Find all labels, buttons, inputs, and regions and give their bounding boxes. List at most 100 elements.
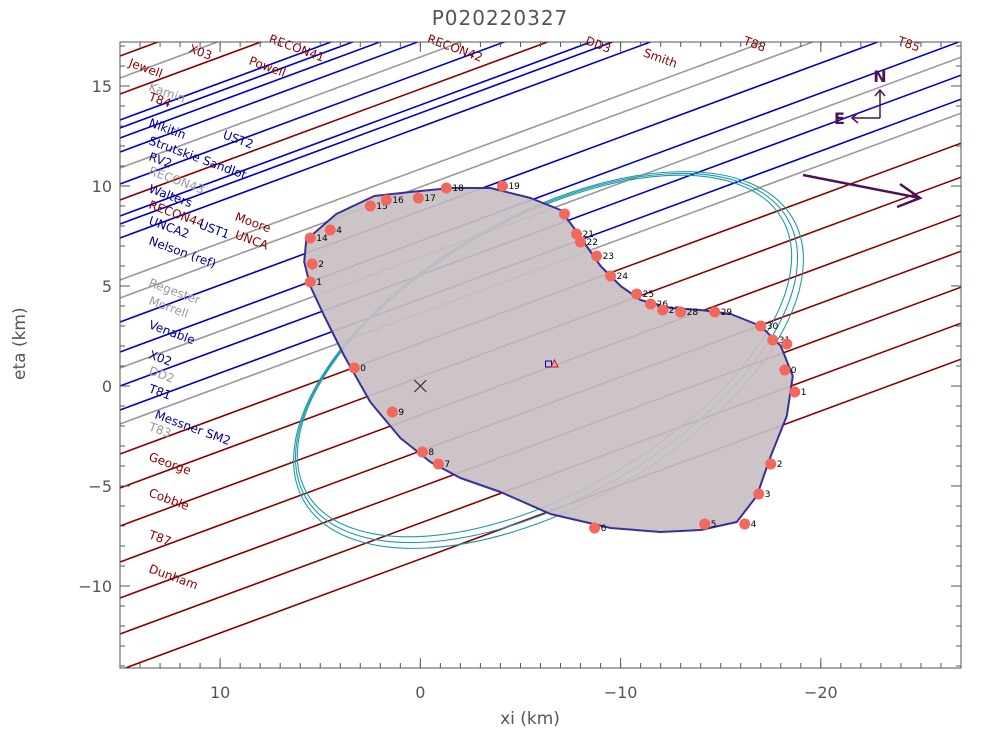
- point-label: 2: [777, 460, 783, 470]
- chord-line: [100, 0, 981, 13]
- point-label: 6: [601, 524, 607, 534]
- chord-line: [100, 0, 981, 43]
- point-label: 30: [767, 322, 779, 332]
- chord-line: [120, 42, 507, 185]
- point-label: 5: [711, 520, 717, 530]
- observer-point: [304, 276, 316, 288]
- chord-label: T85: [895, 33, 922, 54]
- y-tick-label: 5: [102, 277, 112, 296]
- observer-point: [739, 518, 751, 530]
- chord-label: T88: [741, 33, 768, 54]
- point-label: 4: [336, 226, 342, 236]
- observer-point: [304, 232, 316, 244]
- chord-label: DD3: [584, 34, 613, 56]
- y-tick-label: 0: [102, 377, 112, 396]
- chord-label: UST1: [197, 218, 231, 242]
- chord-label: RECON41: [267, 32, 326, 65]
- chord-line: [120, 42, 880, 323]
- x-tick-label: −10: [604, 683, 638, 702]
- point-label: 29: [721, 308, 733, 318]
- point-label: 0: [791, 366, 797, 376]
- chord-line: [120, 42, 420, 153]
- motion-arrow: [802, 173, 921, 200]
- observer-point: [789, 386, 801, 398]
- chord-line: [120, 42, 615, 225]
- point-label: 8: [428, 448, 434, 458]
- center-cross: [413, 379, 427, 393]
- chord-label: George: [147, 450, 193, 478]
- point-label: 17: [424, 194, 435, 204]
- point-label: 1: [316, 278, 322, 288]
- observer-point: [631, 288, 643, 300]
- observer-point: [380, 194, 392, 206]
- chord-label: Jewell: [126, 55, 164, 80]
- chord-label: Powell: [247, 54, 288, 80]
- chord-label: Smith: [642, 46, 680, 71]
- point-label: 22: [587, 238, 598, 248]
- observer-point: [675, 306, 687, 318]
- point-label: 19: [508, 182, 520, 192]
- point-label: 15: [376, 202, 387, 212]
- point-label: 3: [765, 490, 771, 500]
- north-label: N: [873, 67, 886, 86]
- point-label: 0: [360, 364, 366, 374]
- point-label: 7: [444, 460, 450, 470]
- point-label: 18: [452, 184, 464, 194]
- chord-line: [120, 42, 464, 169]
- chord-line: [120, 42, 161, 57]
- observer-point: [765, 458, 777, 470]
- north-arrow-head: [874, 88, 886, 97]
- observer-point: [657, 304, 669, 316]
- east-arrow-head: [850, 112, 859, 124]
- asteroid-shape: [303, 187, 794, 533]
- point-label: 28: [687, 308, 699, 318]
- observer-point: [709, 306, 721, 318]
- point-label: 14: [316, 234, 328, 244]
- observer-point: [781, 338, 793, 350]
- chord-label: T87: [146, 527, 173, 548]
- motion-arrow-head: [896, 182, 923, 209]
- chord-label: Venable: [147, 318, 197, 348]
- point-label: 1: [801, 388, 807, 398]
- observer-point: [496, 180, 508, 192]
- point-label: 25: [643, 290, 654, 300]
- chord-line: [120, 42, 594, 217]
- observer-point: [779, 364, 791, 376]
- chord-line: [120, 42, 653, 239]
- point-label: 27: [669, 306, 680, 316]
- chord-label: UST2: [221, 128, 255, 152]
- point-label: 2: [318, 260, 324, 270]
- chord-line: [120, 42, 961, 353]
- point-label: 24: [617, 272, 629, 282]
- x-tick-label: 0: [415, 683, 425, 702]
- point-label: 21: [583, 230, 594, 240]
- chart-title: P020220327: [431, 6, 569, 30]
- observer-point: [386, 406, 398, 418]
- chord-line: [123, 358, 961, 668]
- observer-point: [412, 192, 424, 204]
- point-label: 23: [603, 252, 614, 262]
- observer-point: [348, 362, 360, 374]
- observer-point: [767, 334, 779, 346]
- chord-label: Dunham: [147, 562, 200, 593]
- y-tick-label: −5: [88, 477, 112, 496]
- observer-point: [364, 200, 376, 212]
- fit-center-triangle: [550, 358, 559, 368]
- chord-line: [120, 42, 264, 95]
- x-axis-label: xi (km): [500, 709, 560, 729]
- y-tick-label: 10: [92, 177, 112, 196]
- observer-point: [432, 458, 444, 470]
- observer-point: [575, 236, 587, 248]
- chord-line: [120, 42, 383, 139]
- chord-line: [120, 42, 767, 281]
- observer-point: [559, 208, 571, 220]
- observer-point: [755, 320, 767, 332]
- observer-point: [591, 250, 603, 262]
- observer-point: [605, 270, 617, 282]
- chord-line: [120, 42, 816, 299]
- chord-line: [120, 42, 334, 121]
- observer-point: [306, 258, 318, 270]
- point-label: 16: [392, 196, 404, 206]
